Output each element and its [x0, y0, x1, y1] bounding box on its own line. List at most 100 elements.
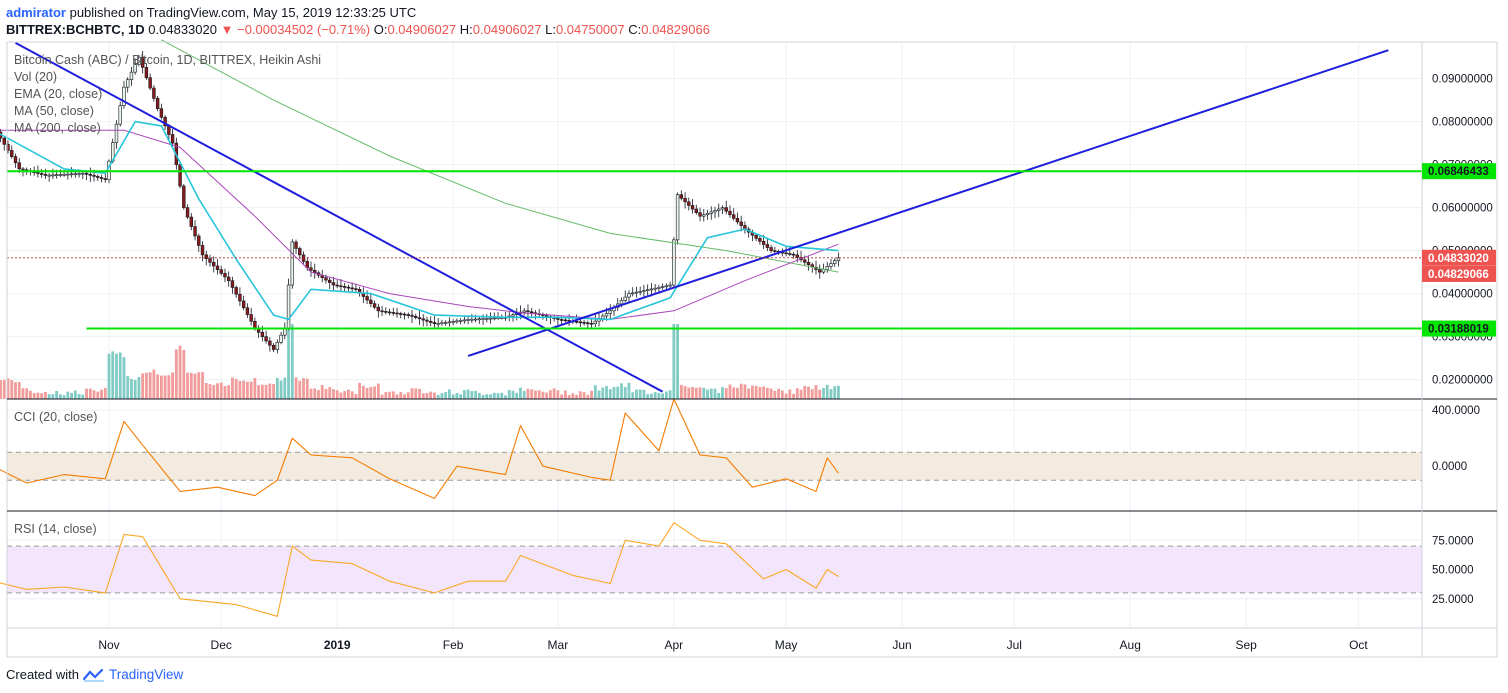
- volume-bar: [85, 388, 88, 399]
- volume-bar: [698, 387, 702, 399]
- volume-bar: [92, 390, 96, 399]
- volume-bar: [754, 385, 758, 399]
- volume-bar: [305, 378, 309, 399]
- volume-bar: [193, 373, 197, 399]
- volume-bar: [380, 394, 384, 399]
- candle-down: [526, 310, 530, 313]
- candle-down: [10, 150, 14, 157]
- tradingview-brand[interactable]: TradingView: [108, 667, 184, 682]
- candle-up: [833, 260, 837, 264]
- candle-down: [339, 285, 343, 288]
- legend-rsi: RSI (14, close): [14, 522, 97, 536]
- volume-bar: [2, 379, 6, 399]
- volume-bar: [657, 392, 661, 399]
- close-value: 0.04829066: [641, 22, 710, 37]
- candle-up: [69, 173, 74, 176]
- candle-down: [103, 178, 107, 180]
- volume-bar: [638, 389, 642, 399]
- volume-bar: [650, 393, 653, 399]
- drawings[interactable]: [7, 41, 1422, 393]
- cci-line: [0, 398, 839, 499]
- candle-down: [227, 276, 231, 282]
- candle-down: [13, 156, 18, 164]
- volume-bar: [399, 392, 403, 399]
- candle-up: [114, 123, 119, 143]
- candle-down: [679, 194, 684, 199]
- candle-up: [604, 313, 609, 317]
- volume-bar: [440, 393, 444, 399]
- candle-up: [286, 284, 291, 329]
- volume-bar: [586, 394, 590, 399]
- candle-down: [732, 214, 736, 219]
- candle-down: [88, 173, 92, 176]
- volume-bar: [317, 390, 320, 399]
- candle-up: [275, 342, 280, 350]
- candle-up: [290, 241, 294, 286]
- volume-bar: [780, 390, 784, 399]
- volume-bar: [702, 387, 706, 399]
- candle-up: [73, 173, 78, 175]
- tradingview-logo-icon: [82, 668, 104, 682]
- volume-bar: [511, 390, 515, 399]
- volume-bar: [706, 389, 709, 399]
- volume-bar: [623, 386, 627, 399]
- candle-down: [234, 287, 238, 295]
- candle-down: [99, 177, 104, 179]
- volume-bar: [133, 380, 137, 399]
- volume-bar: [328, 387, 332, 399]
- volume-bar: [376, 383, 380, 399]
- volume-bar: [70, 392, 73, 399]
- volume-bar: [365, 387, 369, 399]
- volume-bar: [103, 388, 107, 399]
- candle-down: [582, 321, 586, 324]
- volume-bar: [257, 385, 261, 399]
- chart-frame: [6, 41, 1498, 658]
- candle-down: [559, 319, 564, 321]
- volume-bar: [605, 385, 608, 399]
- price-tag-label: 0.06846433: [1428, 166, 1489, 178]
- volume-bar: [130, 378, 133, 399]
- candle-up: [664, 285, 669, 288]
- candle-down: [788, 253, 792, 255]
- price-tag-box: [1422, 249, 1496, 266]
- volume-bar: [40, 393, 44, 399]
- candle-down: [140, 56, 145, 68]
- volume-bar: [115, 353, 118, 399]
- author-link[interactable]: admirator: [6, 5, 66, 20]
- candle-down: [39, 173, 44, 175]
- candle-down: [406, 314, 410, 316]
- price-change: −0.00034502 (−0.71%): [237, 22, 371, 37]
- candle-up: [51, 174, 55, 177]
- volume-bar: [526, 388, 530, 399]
- candle-down: [399, 313, 403, 315]
- candle-down: [264, 336, 268, 342]
- volume-bar: [691, 387, 694, 399]
- volume-bar: [242, 380, 246, 399]
- volume-bar: [421, 393, 425, 399]
- candle-up: [649, 288, 654, 291]
- candle-down: [414, 316, 418, 318]
- legend-vol: Vol (20): [14, 70, 58, 84]
- time-axis-label: 2019: [324, 638, 351, 652]
- candle-up: [481, 318, 485, 320]
- time-axis-label: Mar: [548, 638, 569, 652]
- volume-bar: [758, 386, 762, 399]
- candle-up: [675, 194, 680, 241]
- price-tag-label: 0.04833020: [1428, 253, 1489, 265]
- price-tag: 0.03188019: [1422, 320, 1496, 337]
- volume-bar: [713, 388, 717, 399]
- candle-up: [81, 172, 85, 175]
- candle-up: [485, 318, 489, 320]
- indicator-bands: [7, 451, 1422, 594]
- volume-bar: [62, 395, 66, 399]
- volume-bar: [391, 391, 395, 399]
- volume-bar: [373, 386, 376, 399]
- volume-bar: [631, 392, 635, 399]
- candle-down: [372, 303, 377, 308]
- cci-axis-label: 0.0000: [1432, 461, 1467, 473]
- volume-bar: [77, 393, 81, 399]
- volume-bar: [448, 389, 451, 399]
- candle-down: [17, 162, 21, 170]
- volume-bar: [672, 324, 676, 399]
